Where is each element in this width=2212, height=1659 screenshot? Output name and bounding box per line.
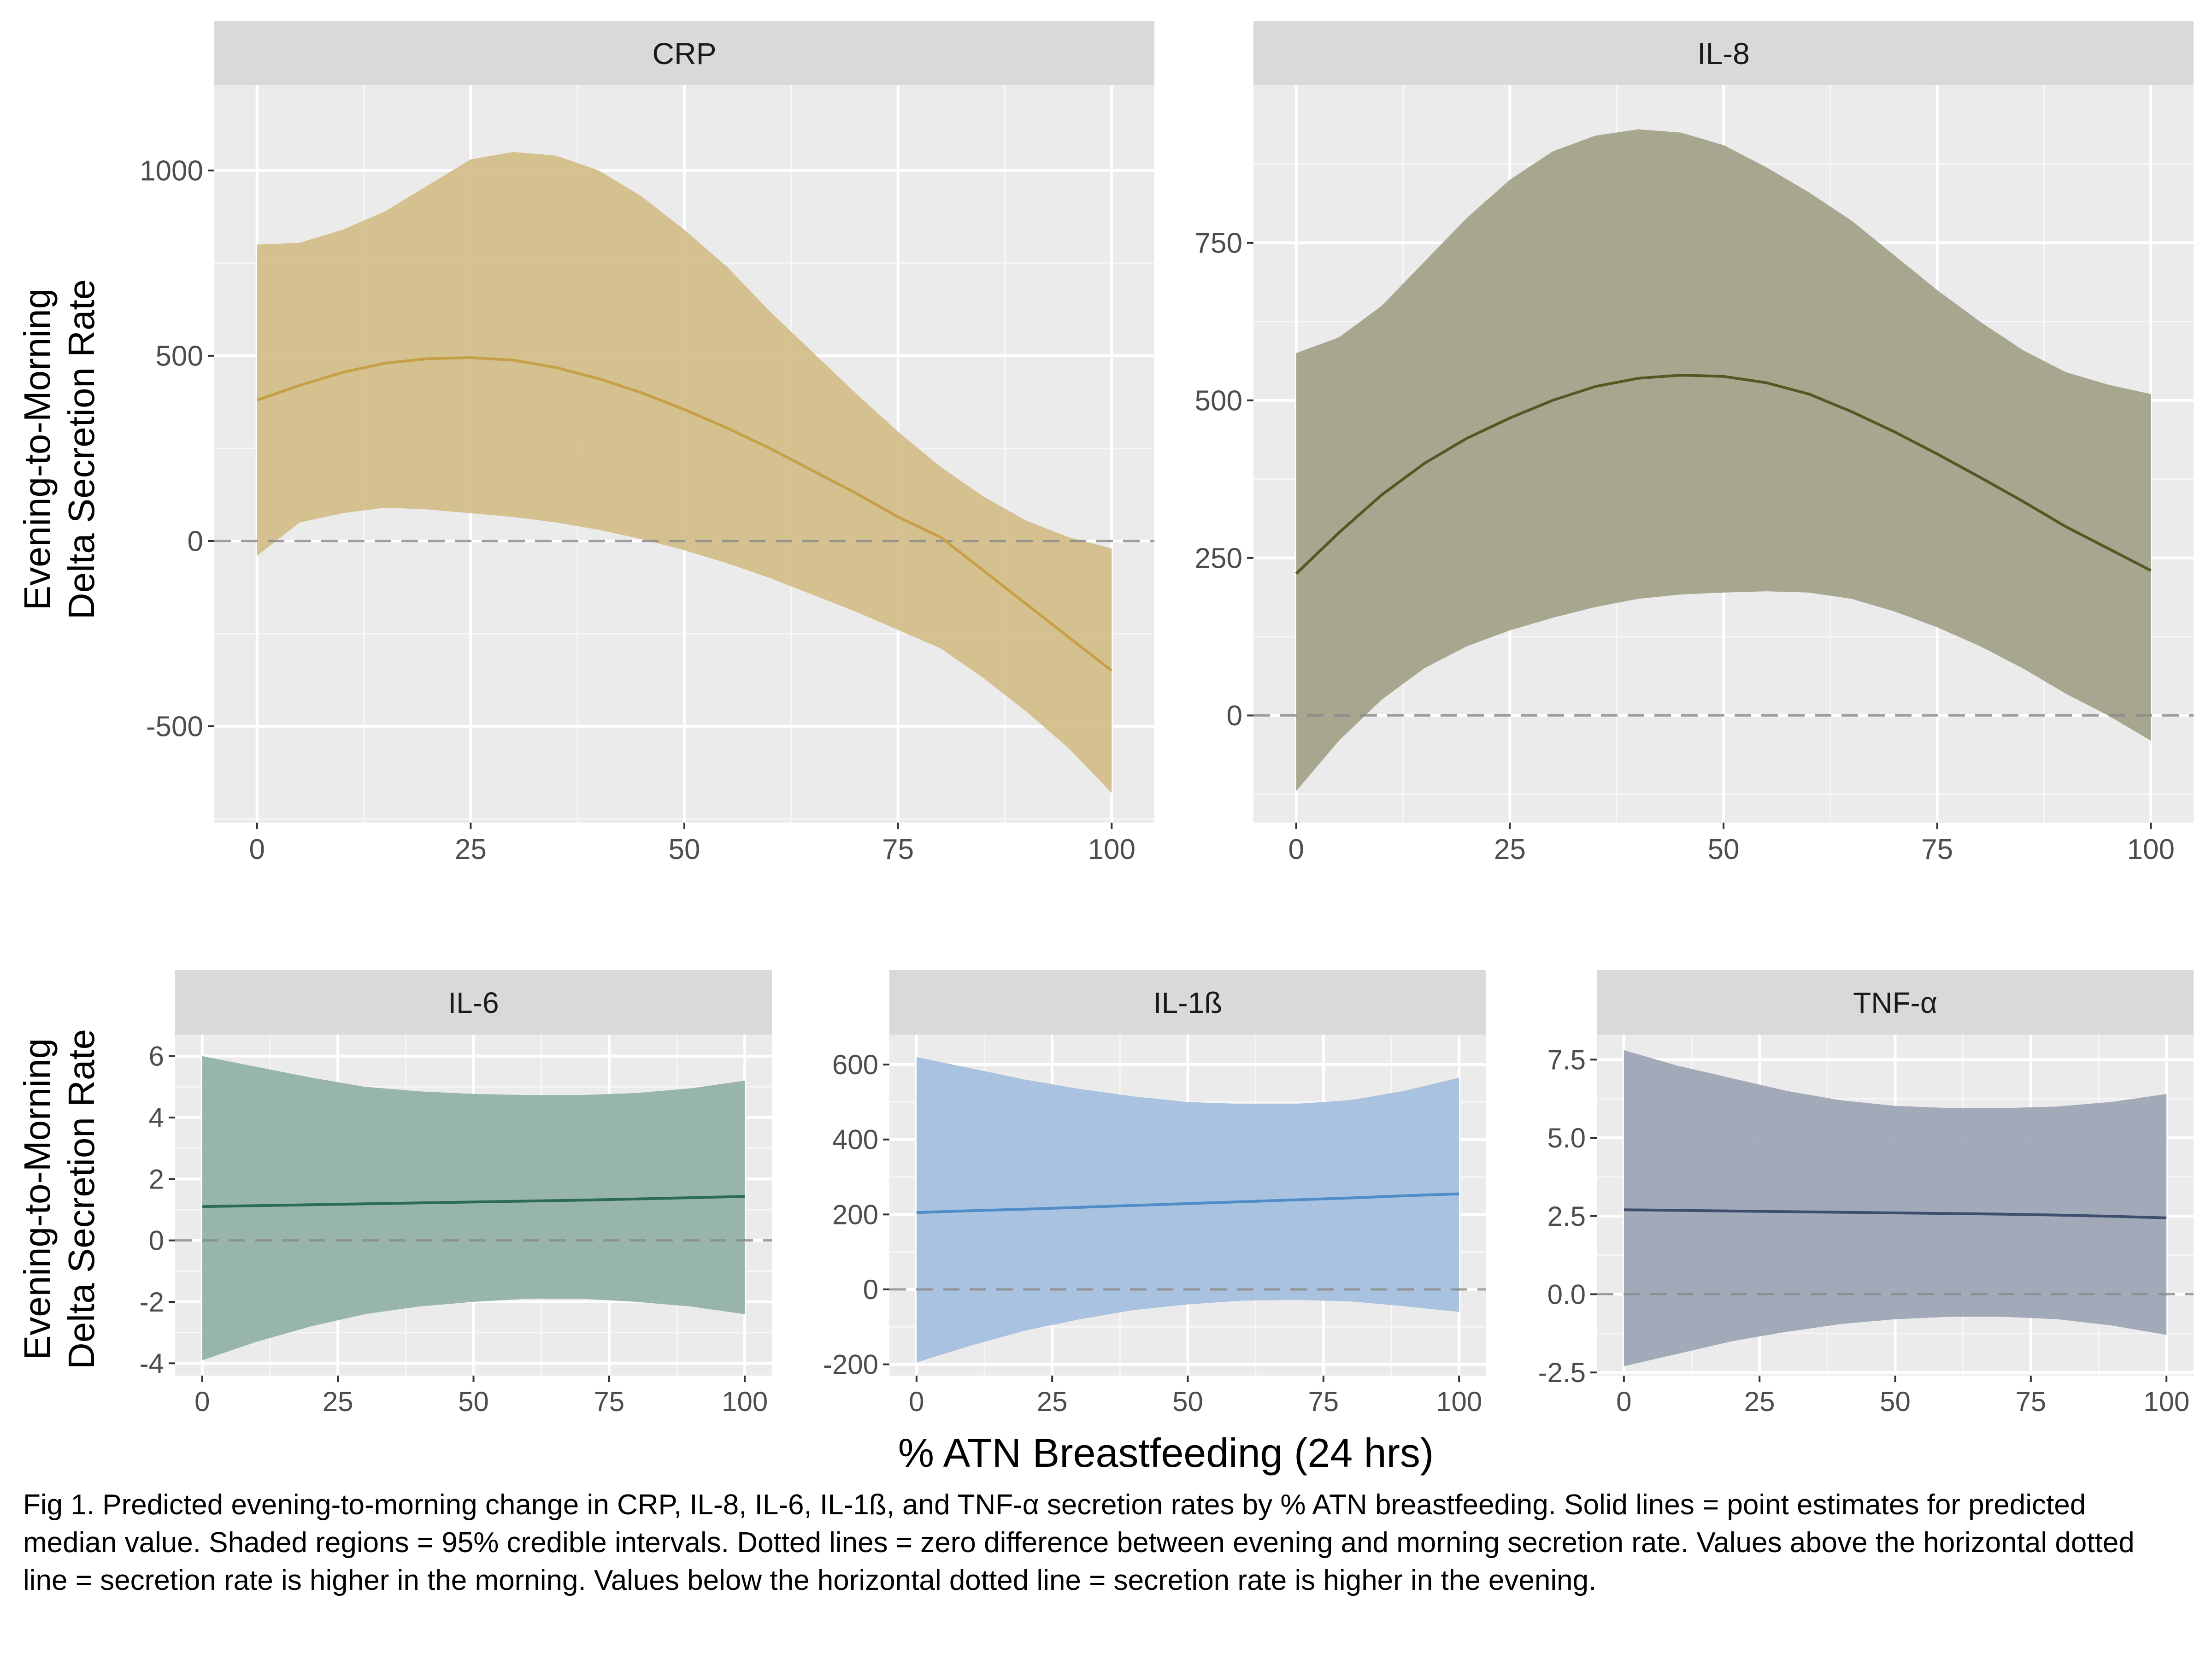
credible-interval-band	[1296, 129, 2151, 791]
y-tick-label: 2.5	[1547, 1201, 1586, 1232]
facet-strip	[1597, 970, 2194, 1035]
y-tick-label: -2.5	[1538, 1357, 1586, 1388]
credible-interval-band	[202, 1056, 745, 1360]
y-tick-label: 750	[1195, 228, 1242, 259]
x-tick-label: 50	[1880, 1386, 1911, 1417]
facet-strip	[175, 970, 772, 1035]
y-tick-label: 0	[863, 1274, 878, 1305]
x-tick-label: 100	[1088, 834, 1135, 865]
y-tick-label: 200	[832, 1199, 878, 1230]
y-tick-label: 4	[149, 1102, 164, 1133]
facet-strip	[1253, 21, 2194, 85]
x-tick-label: 0	[1288, 834, 1304, 865]
x-tick-label: 100	[2127, 834, 2175, 865]
y-tick-label: 400	[832, 1124, 878, 1155]
x-tick-label: 0	[194, 1386, 210, 1417]
x-tick-label: 100	[2143, 1386, 2189, 1417]
x-tick-label: 50	[669, 834, 700, 865]
x-tick-label: 25	[1744, 1386, 1775, 1417]
x-tick-label: 50	[1708, 834, 1740, 865]
y-tick-label: -500	[146, 711, 203, 743]
median-line	[202, 1195, 745, 1208]
y-tick-label: 7.5	[1547, 1044, 1586, 1075]
y-tick-label: 0.0	[1547, 1279, 1586, 1310]
y-tick-label: 500	[156, 341, 203, 372]
x-tick-label: 25	[1494, 834, 1526, 865]
x-tick-label: 50	[1172, 1386, 1203, 1417]
panel-2: IL-8 0 250 500 750 0 25 50 75 100	[1195, 21, 2194, 865]
median-line	[1295, 374, 2152, 575]
panel-1: CRP -500 0 500 1000 0 25 50 75 100	[140, 21, 1154, 865]
facet-title: CRP	[652, 36, 716, 71]
x-tick-label: 100	[1436, 1386, 1482, 1417]
y-tick-label: 5.0	[1547, 1123, 1586, 1153]
y-tick-label: -4	[140, 1348, 164, 1379]
panel-3: IL-6 -4 -2 0 2 4 6 0 25 50 75 100	[140, 970, 772, 1417]
y-tick-label: 0	[188, 526, 203, 558]
panel-5: TNF-α -2.5 0.0 2.5 5.0 7.5 0 25 50 75 100	[1538, 970, 2194, 1417]
facet-title: IL-6	[448, 986, 499, 1019]
y-tick-label: -2	[140, 1287, 164, 1318]
x-tick-label: 25	[1037, 1386, 1068, 1417]
figure-caption: Fig 1. Predicted evening-to-morning chan…	[23, 1489, 2135, 1596]
y-axis-title-bottom-line2: Delta Secretion Rate	[61, 1029, 102, 1369]
y-tick-label: 6	[149, 1041, 164, 1072]
x-tick-label: 75	[594, 1386, 624, 1417]
y-tick-label: 2	[149, 1164, 164, 1194]
x-tick-label: 100	[722, 1386, 768, 1417]
median-line	[1624, 1208, 2167, 1219]
credible-interval-band	[257, 152, 1112, 793]
y-tick-label: 600	[832, 1049, 878, 1080]
x-axis-title: % ATN Breastfeeding (24 hrs)	[898, 1430, 1434, 1476]
x-tick-label: 0	[909, 1386, 924, 1417]
facet-title: IL-1ß	[1153, 986, 1222, 1019]
y-tick-label: 0	[149, 1225, 164, 1256]
x-tick-label: 25	[323, 1386, 353, 1417]
facet-title: TNF-α	[1853, 986, 1937, 1019]
y-tick-label: 0	[1227, 700, 1242, 732]
x-tick-label: 75	[2015, 1386, 2046, 1417]
facet-strip	[214, 21, 1154, 85]
y-axis-title-top-line1: Evening-to-Morning	[17, 288, 58, 610]
y-axis-title-bottom-line1: Evening-to-Morning	[17, 1038, 58, 1360]
x-tick-label: 0	[249, 834, 265, 865]
panel-4: IL-1ß -200 0 200 400 600 0 25 50 75 100	[823, 970, 1486, 1417]
x-tick-label: 50	[458, 1386, 489, 1417]
y-tick-label: 500	[1195, 385, 1242, 417]
x-tick-label: 75	[1921, 834, 1953, 865]
credible-interval-band	[1624, 1050, 2167, 1366]
y-axis-title-top-line2: Delta Secretion Rate	[61, 279, 102, 619]
median-line	[916, 1192, 1459, 1214]
y-tick-label: -200	[823, 1349, 878, 1380]
y-tick-label: 1000	[140, 155, 203, 187]
x-tick-label: 0	[1616, 1386, 1631, 1417]
x-tick-label: 75	[1308, 1386, 1339, 1417]
x-tick-label: 25	[455, 834, 487, 865]
median-line	[256, 356, 1113, 672]
facet-strip	[889, 970, 1486, 1035]
x-tick-label: 75	[882, 834, 914, 865]
facet-title: IL-8	[1697, 36, 1750, 71]
y-tick-label: 250	[1195, 542, 1242, 574]
credible-interval-band	[916, 1057, 1459, 1363]
